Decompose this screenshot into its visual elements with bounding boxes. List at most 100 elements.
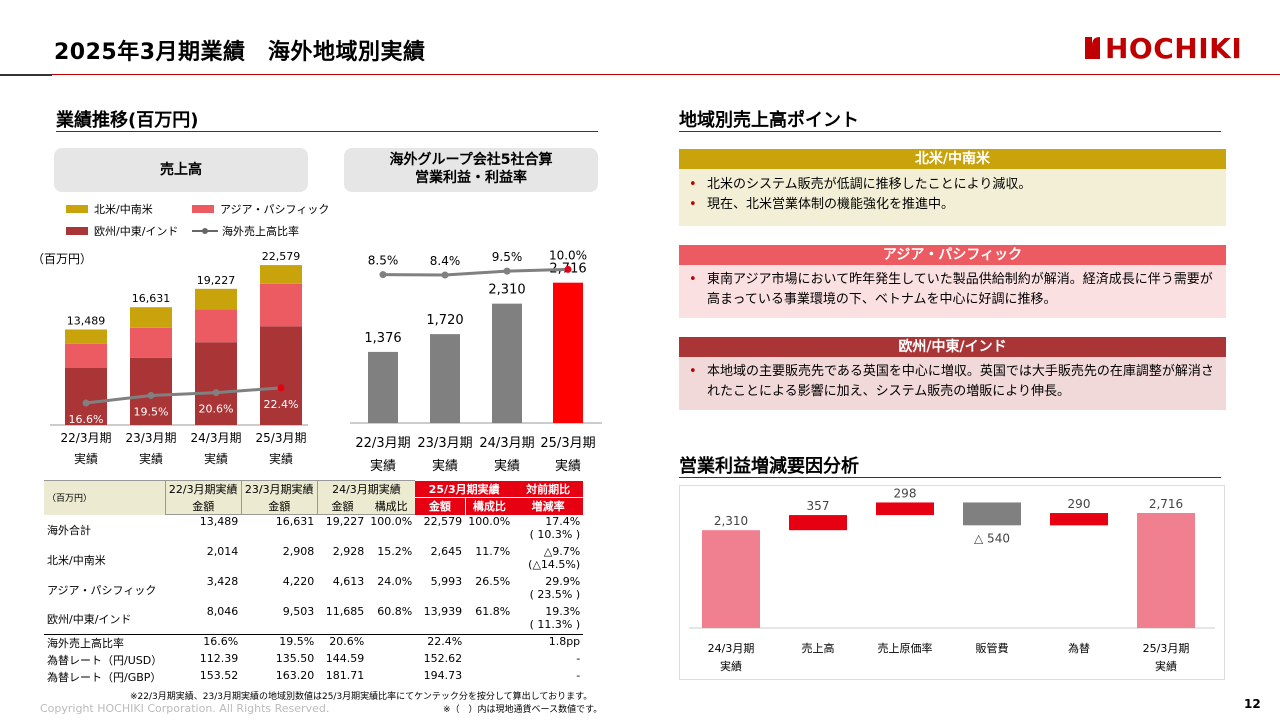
value-label: 2,310 [714,514,748,528]
bar-segment [195,309,237,343]
legend-item-eu: 欧州/中東/インド [66,223,178,239]
ratio-line [85,386,282,405]
waterfall-bar [1050,513,1108,526]
x-tick-label: 販管費 [976,641,1009,655]
table-cell: 13,939 [423,604,463,618]
table-cell: 144.59 [325,651,365,665]
x-tick-label: 25/3月期 [540,436,595,451]
waterfall-bar [702,530,760,628]
unit-label: （百万円） [32,252,93,266]
table-cell [465,669,513,686]
table-cell: 1.8pp [548,635,581,648]
table-row: 北米/中南米 2,014 2,908 2,928 15.2% 2,645 11.7% △9.7… [44,545,583,575]
x-tick-label: 25/3月期 [256,431,307,445]
legend-label: 欧州/中東/インド [94,225,179,238]
page-number: 12 [1244,697,1261,711]
table-cell: 194.73 [423,668,463,682]
table-cell: 3,428 [206,574,239,588]
row-label: 欧州/中東/インド [47,613,132,627]
x-tick-label: 実績 [269,451,293,466]
table-cell: 16.6% [203,635,239,648]
value-label: 2,310 [488,283,525,298]
value-label: 298 [894,486,917,500]
table-header: 23/3月期実績 [240,480,318,498]
region-point: 北米のシステム販売が低調に推移したことにより減収。 [687,175,1218,195]
table-cell [465,635,513,652]
region-point: 東南アジア市場において昨年発生していた製品供給制約が解消。経済成長に伴う需要が高… [687,270,1218,310]
table-cell: 8,046 [206,604,239,618]
table-cell: 19.5% [279,635,315,648]
waterfall-section-rule [679,477,1221,478]
region-panel-eu: 欧州/中東/インド 本地域の主要販売先である英国を中心に増収。英国では大手販売先… [679,337,1226,410]
value-label: 2,716 [1149,497,1183,511]
ratio-line [382,267,569,277]
value-label: 357 [807,499,830,513]
table-cell: △9.7% (△14.5%) [513,545,583,575]
region-point: 本地域の主要販売先である英国を中心に増収。英国では大手販売先の在庫調整が解消され… [687,362,1218,402]
bar [430,334,460,423]
table-cell: 135.50 [275,651,315,665]
x-tick-label: 24/3月期 [708,642,755,655]
footnote-allocation: ※22/3月期実績、23/3月期実績の地域別数値は25/3月期実績比率にてケンテ… [130,692,593,702]
row-label: 海外合計 [47,523,91,537]
x-tick-label: 実績 [74,451,98,466]
bar-segment [130,357,172,425]
total-label: 19,227 [197,274,236,287]
change-rate-local: ( 10.3% ) [529,527,581,541]
x-tick-label: 25/3月期 [1143,642,1190,655]
table-cell: 163.20 [275,668,315,682]
change-rate: 19.3% [545,604,581,618]
table-subheader: 金額 [240,497,318,515]
table-cell: 19,227 [325,515,365,528]
bar-segment [260,265,302,284]
table-header: 対前期比 [513,480,584,498]
ratio-label: 9.5% [492,250,523,264]
table-row: 為替レート（円/GBP） 153.52 163.20 181.71 194.73 - [44,669,583,686]
bar-segment [65,368,107,425]
x-tick-label: 実績 [1155,659,1177,673]
x-tick-label: 23/3月期 [417,436,472,451]
legend-swatch [66,205,88,213]
table-cell [465,652,513,669]
ratio-point [147,391,155,399]
table-subheader: 増減率 [513,497,584,515]
change-rate-local: ( 11.3% ) [529,617,581,631]
hochiki-logo: HOCHIKI [1085,33,1242,61]
left-section-rule [56,131,598,132]
x-tick-label: 実績 [204,451,228,466]
table-cell: 19.3%( 11.3% ) [513,605,583,635]
ratio-label: 16.6% [69,413,104,426]
table-header: 24/3月期実績 [316,480,416,498]
ratio-label: 10.0% [549,248,587,262]
table-cell: 4,220 [282,574,315,588]
ratio-point [277,384,285,392]
bar-segment [195,342,237,425]
change-rate: △9.7% [543,544,581,558]
change-rate-local: (△14.5%) [528,557,581,571]
ratio-label: 22.4% [264,398,299,411]
waterfall-bar [876,502,934,516]
op-profit-chart-header: 海外グループ会社5社合算 営業利益・利益率 [344,148,598,192]
bar [492,303,522,423]
ratio-point [379,271,387,279]
table-cell: 100.0% [468,514,511,528]
table-cell: 24.0% [377,574,413,588]
right-section-rule [679,131,1221,132]
ratio-point [441,271,449,279]
value-label: 1,376 [364,331,401,346]
region-title-eu: 欧州/中東/インド [679,337,1226,357]
table-subheader: 構成比 [464,497,514,515]
x-tick-label: 実績 [432,458,458,474]
footnote-local-currency: ※（ ）内は現地通貨ベース数値です。 [443,705,603,715]
table-row: 海外合計 13,489 16,631 19,227 100.0% 22,579 100.0%… [44,515,583,545]
legend-label: 北米/中南米 [94,203,153,216]
value-label: △ 540 [974,531,1010,545]
region-points-asia: 東南アジア市場において昨年発生していた製品供給制約が解消。経済成長に伴う需要が高… [679,265,1226,318]
table-row: 為替レート（円/USD） 112.39 135.50 144.59 152.62 - [44,652,583,669]
table-cell: 2,014 [206,544,239,558]
legend-line-icon [192,228,218,234]
waterfall-section-title: 営業利益増減要因分析 [679,456,859,477]
x-tick-label: 売上高 [802,641,835,655]
region-points-na: 北米のシステム販売が低調に推移したことにより減収。 現在、北米営業体制の機能強化… [679,169,1226,226]
table-cell: 22.4% [427,635,463,648]
